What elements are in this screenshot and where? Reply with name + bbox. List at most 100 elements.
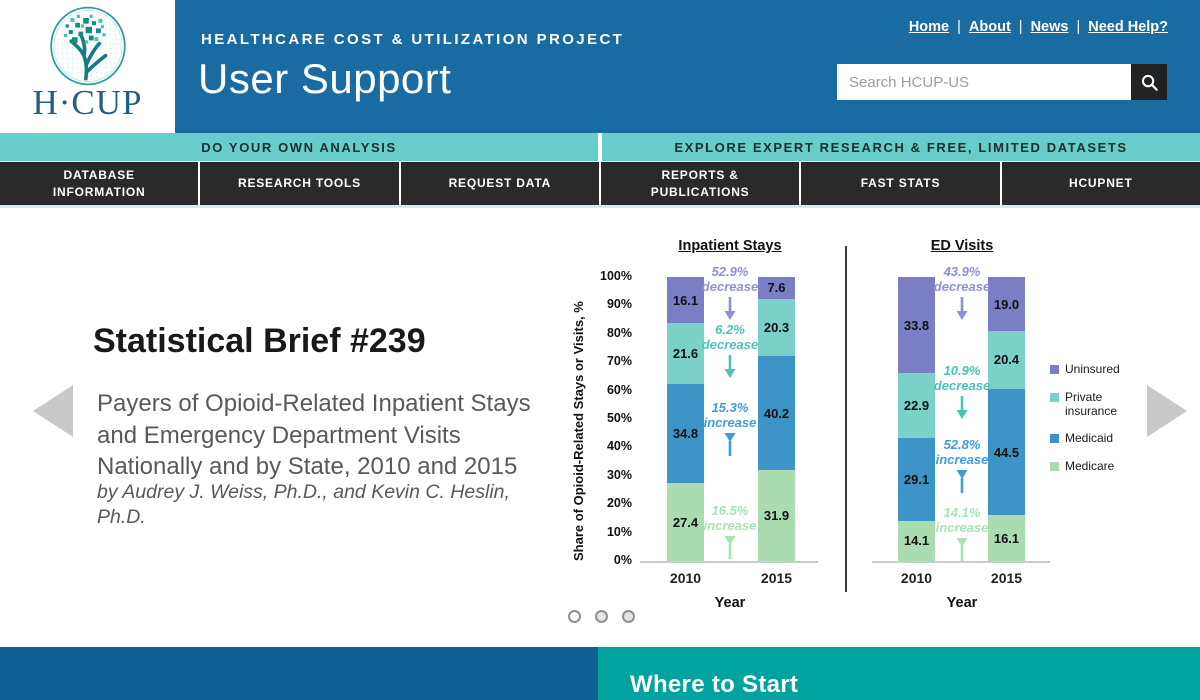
nav-hcupnet[interactable]: HCUPNET: [1001, 162, 1200, 205]
bar-value-label: 16.1: [672, 292, 699, 308]
bar-segment-medicaid: 29.1: [898, 438, 935, 521]
annotation: 43.9% decrease: [914, 264, 1010, 321]
arrow-up-icon: [724, 433, 736, 457]
bar-segment-medicare: 31.9: [758, 470, 795, 561]
legend-label: Uninsured: [1065, 362, 1120, 376]
y-axis-tick-label: 20%: [606, 496, 632, 511]
nav-database-information[interactable]: DATABASE INFORMATION: [0, 162, 199, 205]
link-news[interactable]: News: [1030, 19, 1069, 35]
chart-title: Inpatient Stays: [678, 238, 782, 254]
stacked-bar-2010: 27.4 34.8 21.6 16.1: [667, 277, 704, 561]
bar-value-label: 20.3: [763, 319, 790, 335]
bar-value-label: 22.9: [903, 398, 930, 414]
top-links: Home | About | News | Need Help?: [909, 19, 1168, 35]
search-button[interactable]: [1131, 64, 1167, 100]
y-axis-tick-label: 80%: [606, 325, 632, 340]
y-axis-tick-label: 0%: [613, 553, 632, 567]
chart-divider-line: [845, 246, 847, 592]
annotation: 10.9% decrease: [914, 363, 1010, 420]
carousel-dots: [568, 610, 635, 623]
hcup-logo[interactable]: H·CUP: [0, 0, 175, 133]
legend-label: Medicare: [1065, 459, 1115, 474]
y-axis-tick-label: 90%: [606, 297, 632, 312]
bar-segment-private-insurance: 20.3: [758, 298, 795, 357]
header: H·CUP HEALTHCARE COST & UTILIZATION PROJ…: [0, 0, 1200, 133]
annotation: 16.5% increase: [682, 503, 778, 560]
site-title: User Support: [198, 55, 452, 102]
link-need-help[interactable]: Need Help?: [1088, 19, 1168, 35]
bar-value-label: 14.1: [903, 533, 930, 549]
y-axis-tick-label: 50%: [606, 411, 632, 425]
link-about[interactable]: About: [968, 19, 1011, 35]
y-axis-tick-label: 30%: [606, 467, 632, 482]
nav-reports-publications[interactable]: REPORTS & PUBLICATIONS: [600, 162, 800, 205]
link-home[interactable]: Home: [908, 19, 950, 35]
bar-segment-uninsured: 16.1: [667, 277, 704, 323]
arrow-up-icon: [956, 538, 968, 562]
bar-value-label: 34.8: [672, 426, 699, 442]
bar-segment-medicaid: 40.2: [758, 356, 795, 471]
legend-swatch: [1050, 462, 1059, 472]
bar-segment-uninsured: 7.6: [758, 277, 795, 299]
banner-do-your-own-analysis: DO YOUR OWN ANALYSIS: [0, 133, 598, 161]
arrow-down-icon: [956, 297, 968, 321]
bar-segment-medicaid: 44.5: [988, 388, 1025, 516]
section-banners: DO YOUR OWN ANALYSIS EXPLORE EXPERT RESE…: [0, 133, 1200, 161]
nav-request-data[interactable]: REQUEST DATA: [400, 162, 599, 205]
bar-value-label: 31.9: [763, 508, 790, 524]
annotation: 52.9% decrease: [682, 264, 778, 321]
carousel-dot-1[interactable]: [568, 610, 581, 623]
brief-subtitle: Payers of Opioid-Related Inpatient Stays…: [97, 390, 531, 481]
nav-fast-stats[interactable]: FAST STATS: [801, 162, 1000, 205]
bar-value-label: 40.2: [763, 405, 790, 421]
carousel-dot-3[interactable]: [622, 610, 635, 623]
project-eyebrow: HEALTHCARE COST & UTILIZATION PROJECT: [201, 31, 625, 48]
legend-label: Private insurance: [1065, 389, 1118, 418]
legend-swatch: [1050, 392, 1059, 402]
bar-value-label: 29.1: [903, 472, 930, 488]
chart-title: ED Visits: [930, 238, 994, 254]
carousel-next-arrow[interactable]: [1147, 385, 1187, 437]
nav-research-tools[interactable]: RESEARCH TOOLS: [200, 162, 399, 205]
y-axis-tick-label: 100%: [600, 269, 632, 283]
bar-segment-medicare: 14.1: [898, 520, 935, 561]
legend-item-medicare: Medicare: [1050, 459, 1140, 474]
search-input[interactable]: [837, 64, 1131, 100]
legend-item-uninsured: Uninsured: [1050, 362, 1140, 377]
x-axis-line: [872, 561, 1050, 563]
footer-left-panel: [0, 647, 598, 700]
annotation: 15.3% increase: [682, 400, 778, 457]
y-axis-tick-label: 70%: [606, 354, 632, 369]
y-axis-tick-label: 60%: [606, 382, 632, 397]
bar-value-label: 21.6: [672, 346, 699, 362]
stacked-bar-2015: 16.1 44.5 20.4 19.0: [988, 277, 1025, 561]
bar-segment-medicaid: 34.8: [667, 384, 704, 484]
legend-item-medicaid: Medicaid: [1050, 432, 1140, 446]
arrow-up-icon: [724, 536, 736, 560]
x-axis-tick-label: 2010: [669, 570, 702, 586]
annotation: 14.1% increase: [914, 505, 1010, 562]
bar-value-label: 44.5: [993, 444, 1020, 460]
footer: Where to Start: [0, 645, 1200, 700]
carousel-dot-2[interactable]: [595, 610, 608, 623]
bar-value-label: 16.1: [993, 530, 1020, 546]
x-axis-tick-label: 2015: [990, 570, 1023, 586]
carousel-prev-arrow[interactable]: [33, 385, 73, 437]
x-axis-title: Year: [714, 595, 746, 611]
link-separator: |: [1018, 19, 1023, 35]
bar-segment-medicare: 16.1: [988, 515, 1025, 561]
legend-item-private-insurance: Private insurance: [1050, 389, 1140, 419]
banner-explore-expert-research: EXPLORE EXPERT RESEARCH & FREE, LIMITED …: [602, 133, 1200, 161]
footer-right-panel: Where to Start: [598, 647, 1200, 700]
hcup-tree-icon: [49, 6, 126, 86]
stacked-bar-2010: 14.1 29.1 22.9 33.8: [898, 277, 935, 561]
annotation: 6.2% decrease: [682, 322, 778, 379]
bar-segment-private-insurance: 20.4: [988, 330, 1025, 389]
carousel-slide: Statistical Brief #239 Payers of Opioid-…: [0, 208, 1200, 645]
arrow-down-icon: [724, 355, 736, 379]
bar-segment-private-insurance: 21.6: [667, 323, 704, 385]
bar-value-label: 20.4: [993, 352, 1020, 368]
search-bar: [837, 64, 1167, 100]
bar-segment-uninsured: 33.8: [898, 277, 935, 374]
